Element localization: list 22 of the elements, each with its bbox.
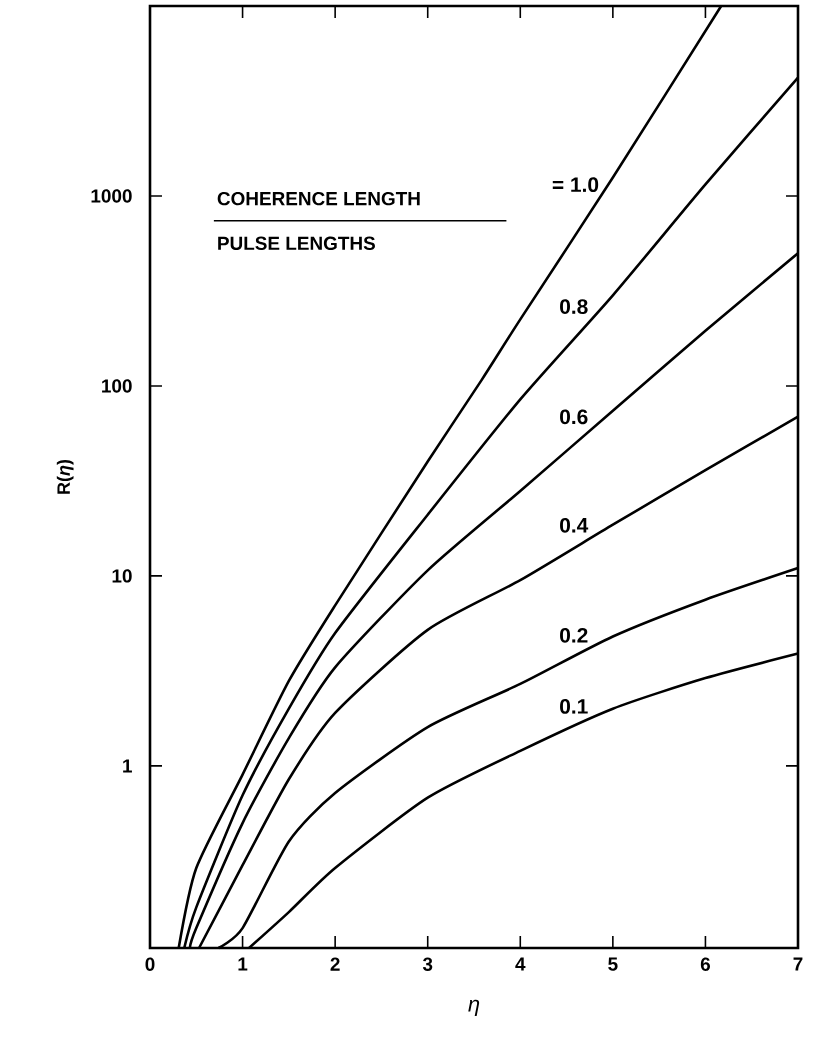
x-tick-label: 6 [700, 957, 711, 971]
series-label: 0.2 [560, 627, 588, 643]
x-tick-label: 2 [330, 957, 340, 971]
x-tick-label: 1 [238, 957, 248, 971]
series-label: 0.4 [560, 517, 589, 533]
y-tick-label: 1 [123, 759, 132, 773]
y-tick-label: 100 [102, 379, 132, 393]
series-label: 0.8 [560, 299, 588, 314]
y-tick-label: 1000 [91, 189, 132, 203]
y-axis-title: R(η) [56, 459, 74, 494]
y-tick-label: 10 [112, 569, 132, 583]
annotation: PULSE LENGTHS [218, 236, 375, 251]
annotation: COHERENCE LENGTH [217, 191, 420, 206]
series-label: 0.1 [560, 698, 588, 714]
x-tick-label: 3 [422, 957, 433, 971]
x-tick-label: 7 [793, 957, 803, 971]
series-label: 0.6 [560, 409, 588, 425]
x-tick-label: 0 [145, 957, 155, 971]
x-tick-label: 5 [608, 957, 618, 971]
series-label: = 1.0 [552, 177, 599, 193]
x-tick-label: 4 [515, 957, 526, 971]
x-axis-title: η [468, 999, 480, 1017]
